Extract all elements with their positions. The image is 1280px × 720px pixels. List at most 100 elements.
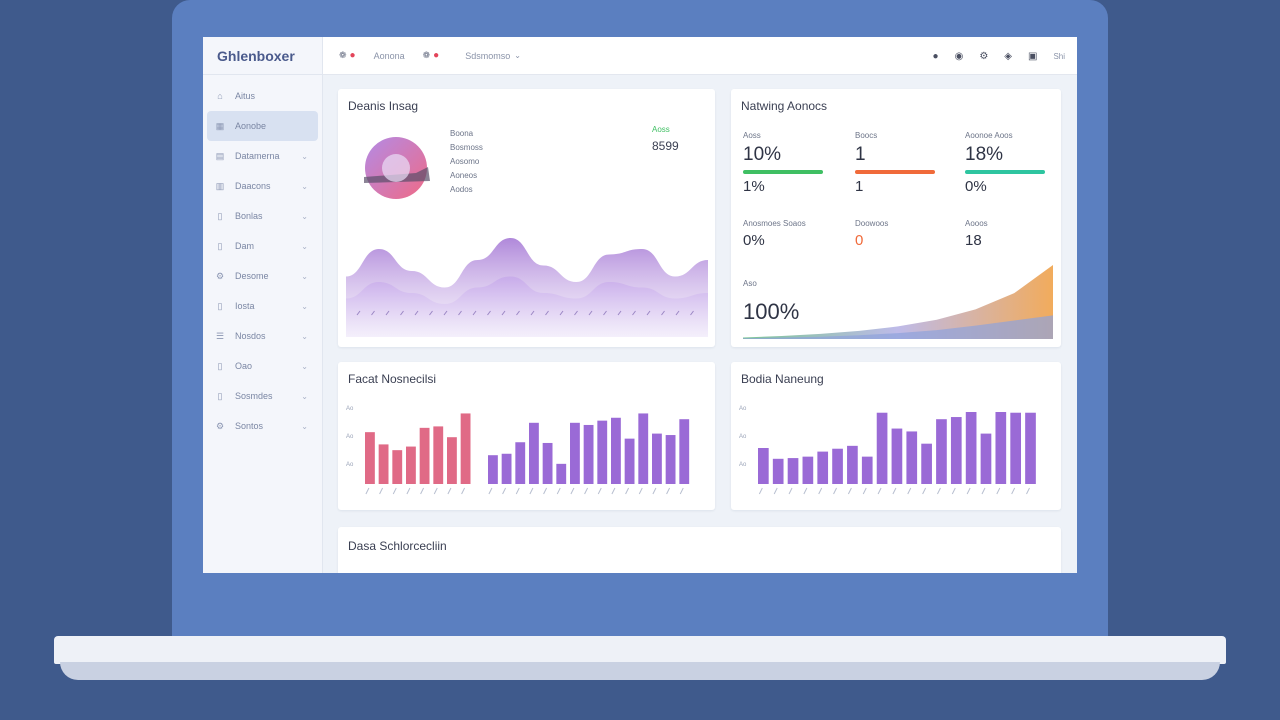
x-tick-mark — [625, 487, 630, 495]
chart-icon: ▤ — [215, 150, 225, 161]
sidebar-item-label: Daacons — [235, 181, 271, 191]
sidebar: Ghlenboxer ⌂ Aitus ▦ Aonobe ▤ Datamerna ⌄ ▥ Daac… — [203, 37, 323, 573]
bell-icon[interactable]: ● — [932, 50, 939, 62]
bar — [980, 433, 992, 484]
top-menu-label: Sdsmomso — [465, 50, 511, 61]
gear-icon: ⚙ — [215, 420, 225, 431]
kpi-bar — [855, 170, 935, 174]
bottom-card: Dasa Schlorcecliin — [338, 527, 1061, 573]
x-tick-mark — [679, 487, 684, 495]
card-title: Natwing Aonocs — [741, 99, 828, 113]
x-tick-mark — [365, 487, 370, 495]
card-title: Deanis Insag — [348, 99, 419, 113]
insights-card: Deanis Insag Boona Bosmoss Aosomo Aoneos Aod… — [338, 89, 715, 347]
bar — [876, 412, 888, 484]
sidebar-item[interactable]: ☰ Nosdos ⌄ — [203, 321, 322, 351]
bar — [861, 456, 873, 484]
x-tick-mark — [1026, 487, 1030, 495]
x-tick-mark — [892, 487, 897, 495]
x-tick-mark — [638, 487, 643, 495]
y-tick-label: Ao — [739, 462, 747, 468]
area-series — [743, 265, 1053, 339]
bar — [802, 456, 814, 484]
sidebar-item[interactable]: ▥ Daacons ⌄ — [203, 171, 322, 201]
settings-icon[interactable]: ⚙ — [979, 50, 989, 62]
lock-icon[interactable]: ▣ — [1027, 50, 1038, 62]
tick-mark — [559, 310, 564, 316]
kpi-value: 18% — [965, 144, 1004, 165]
y-tick-label: Ao — [346, 406, 354, 412]
kpi-sub: 1 — [855, 178, 864, 195]
bar — [433, 426, 444, 484]
sidebar-item-label: Desome — [235, 271, 269, 281]
notification-badge-icon[interactable]: ❁ ● — [339, 50, 356, 61]
sidebar-item-label: Nosdos — [235, 331, 266, 341]
x-tick-mark — [773, 487, 778, 495]
sidebar-item[interactable]: ▯ Bonlas ⌄ — [203, 201, 322, 231]
tick-mark — [617, 310, 622, 316]
sidebar-item[interactable]: ▯ Iosta ⌄ — [203, 291, 322, 321]
kpi-bar — [965, 170, 1045, 174]
bar — [995, 412, 1007, 484]
brand-logo[interactable]: Ghlenboxer — [203, 37, 322, 75]
chevron-down-icon: ⌄ — [301, 211, 308, 221]
user-icon[interactable]: ◉ — [954, 50, 964, 62]
sidebar-item-label: Datamerna — [235, 151, 280, 161]
kpi-label: Aooos — [965, 219, 988, 228]
kpi-sub: 1% — [743, 178, 765, 195]
x-tick-mark — [996, 487, 1001, 495]
x-tick-mark — [818, 487, 823, 495]
top-link-2[interactable]: ❁ ● — [422, 50, 440, 61]
kpi-value: 0 — [855, 232, 864, 249]
bar — [460, 413, 471, 484]
tick-mark — [429, 310, 433, 316]
metrics-card: Natwing Aonocs Aoss 10% 1% Boocs 1 1 Aoonoe Ao… — [731, 89, 1061, 347]
bar — [817, 451, 829, 484]
tick-mark — [646, 310, 651, 316]
sidebar-item[interactable]: ▤ Datamerna ⌄ — [203, 141, 322, 171]
bar — [787, 458, 799, 484]
bar — [950, 417, 962, 484]
bar — [758, 448, 769, 484]
top-menu-shi[interactable]: Shi — [1053, 51, 1065, 61]
sidebar-item[interactable]: ⚙ Desome ⌄ — [203, 261, 322, 291]
sidebar-item[interactable]: ▯ Sosmdes ⌄ — [203, 381, 322, 411]
area-chart — [346, 238, 708, 337]
sidebar-item[interactable]: ⌂ Aitus — [203, 81, 322, 111]
bar — [1025, 412, 1036, 484]
tick-mark — [675, 310, 680, 316]
tick-mark — [400, 310, 404, 316]
kpi-bar — [743, 170, 823, 174]
y-tick-label: Ao — [346, 434, 354, 440]
message-icon[interactable]: ◈ — [1004, 50, 1012, 62]
x-tick-mark — [666, 487, 671, 495]
sidebar-item[interactable]: ▯ Oao ⌄ — [203, 351, 322, 381]
sidebar-item-label: Oao — [235, 361, 253, 371]
grid-icon: ▦ — [215, 120, 225, 131]
x-tick-mark — [597, 487, 602, 495]
top-icons: ● ◉ ⚙ ◈ ▣ Shi — [933, 37, 1065, 75]
sidebar-item[interactable]: ⚙ Sontos ⌄ — [203, 411, 322, 441]
x-tick-mark — [461, 487, 466, 495]
x-tick-mark — [447, 487, 452, 495]
bar-chart: Ao Ao Ao — [346, 406, 690, 495]
bar — [891, 428, 903, 484]
chevron-down-icon: ⌄ — [301, 151, 308, 161]
tick-mark — [458, 310, 462, 316]
bar-chart: Ao Ao Ao — [739, 406, 1036, 495]
laptop-base — [54, 636, 1226, 664]
card-title: Bodia Naneung — [741, 372, 824, 386]
top-link-1[interactable]: Aonona — [373, 50, 405, 61]
legend-item: Aoneos — [450, 171, 478, 180]
tick-mark — [414, 310, 419, 316]
sidebar-item[interactable]: ▯ Dam ⌄ — [203, 231, 322, 261]
kpi-label: Boocs — [855, 131, 878, 140]
tick-mark — [690, 310, 694, 316]
sidebar-item[interactable]: ▦ Aonobe — [207, 111, 318, 141]
top-menu-dropdown[interactable]: Sdsmomso ⌄ — [465, 51, 521, 61]
kpi-value: 0% — [743, 232, 765, 249]
x-tick-mark — [937, 487, 941, 495]
kpi-secondary: Anosmoes Soaos 0% — [743, 219, 806, 249]
sidebar-item-label: Iosta — [235, 301, 255, 311]
file-icon: ▯ — [217, 390, 223, 401]
